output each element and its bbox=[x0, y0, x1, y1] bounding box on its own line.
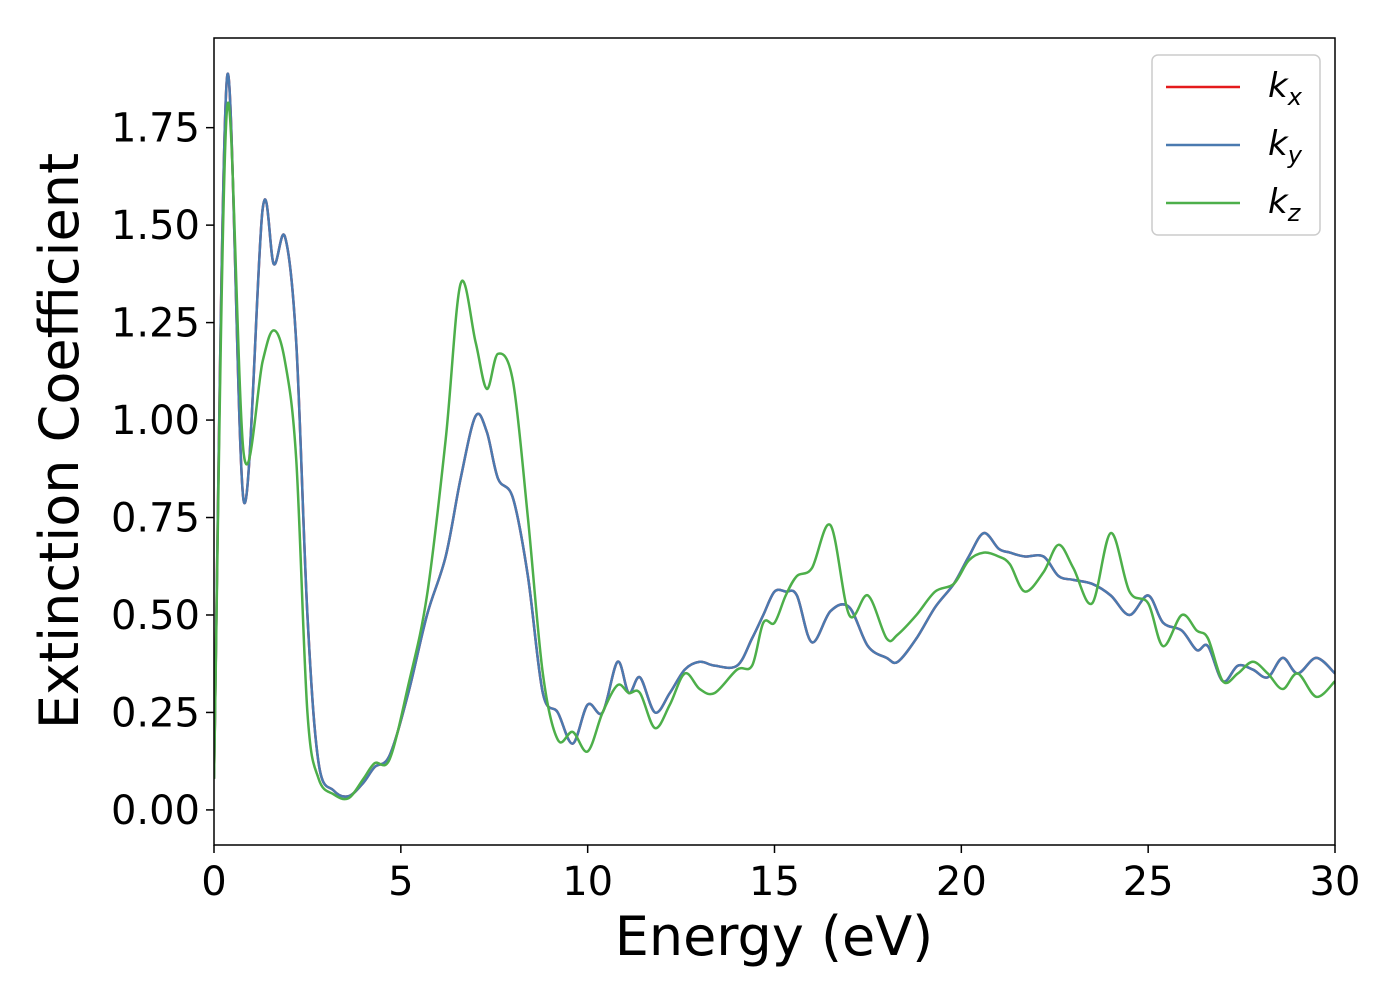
y-tick-label: 1.25 bbox=[111, 301, 200, 347]
legend-label: ky bbox=[1268, 124, 1303, 169]
x-tick-label: 25 bbox=[1123, 859, 1174, 905]
x-tick-label: 20 bbox=[936, 859, 987, 905]
legend-label: kz bbox=[1268, 182, 1302, 227]
y-tick-label: 0.25 bbox=[111, 690, 200, 736]
y-tick-label: 0.00 bbox=[111, 788, 200, 834]
y-tick-label: 0.75 bbox=[111, 496, 200, 542]
series-line bbox=[214, 101, 1335, 801]
y-axis-label: Extinction Coefficient bbox=[28, 153, 91, 729]
x-tick-label: 15 bbox=[749, 859, 800, 905]
series-line bbox=[214, 72, 1335, 798]
x-tick-label: 10 bbox=[562, 859, 613, 905]
y-tick-label: 1.00 bbox=[111, 398, 200, 444]
x-axis-label: Energy (eV) bbox=[615, 905, 934, 968]
y-tick-label: 0.50 bbox=[111, 593, 200, 639]
legend-label: kx bbox=[1268, 66, 1303, 111]
x-tick-label: 30 bbox=[1310, 859, 1361, 905]
plot-frame bbox=[213, 37, 1336, 846]
y-tick-label: 1.75 bbox=[111, 106, 200, 152]
y-tick-label: 1.50 bbox=[111, 203, 200, 249]
x-tick-label: 0 bbox=[201, 859, 226, 905]
x-tick-label: 5 bbox=[388, 859, 413, 905]
